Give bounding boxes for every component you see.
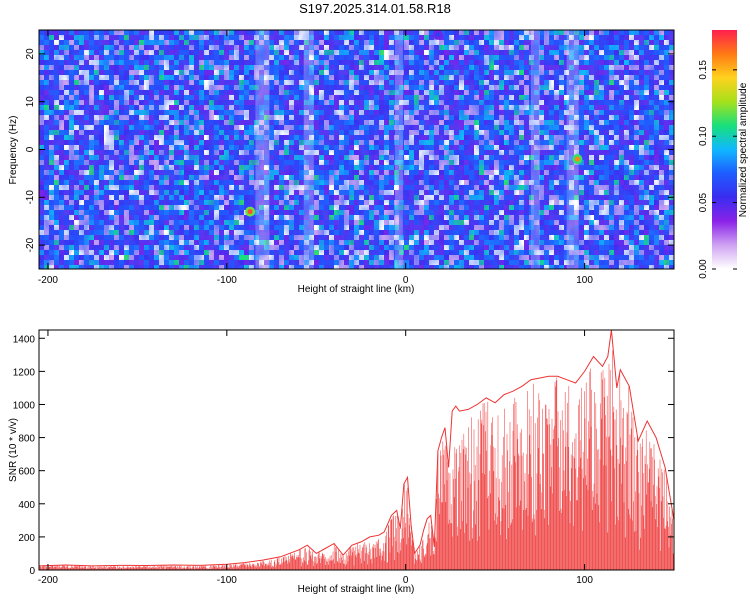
chart-title: S197.2025.314.01.58.R18	[299, 1, 451, 16]
